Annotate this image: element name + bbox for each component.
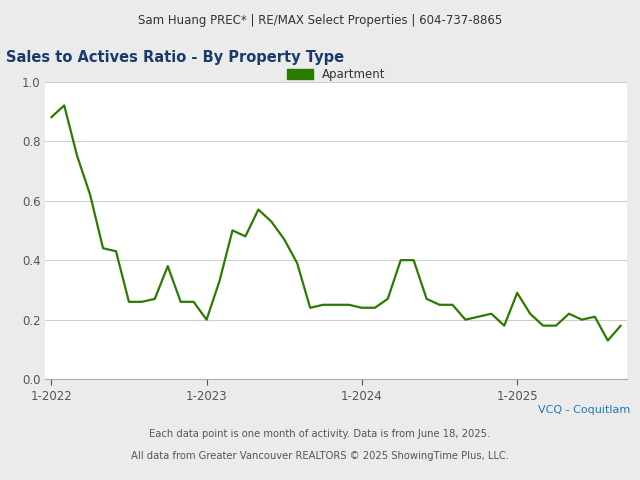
Legend: Apartment: Apartment [282, 64, 390, 86]
Text: Sales to Actives Ratio - By Property Type: Sales to Actives Ratio - By Property Typ… [6, 50, 344, 65]
Text: All data from Greater Vancouver REALTORS © 2025 ShowingTime Plus, LLC.: All data from Greater Vancouver REALTORS… [131, 451, 509, 461]
Text: VCQ - Coquitlam: VCQ - Coquitlam [538, 406, 630, 415]
Text: Each data point is one month of activity. Data is from June 18, 2025.: Each data point is one month of activity… [149, 430, 491, 439]
Text: Sam Huang PREC* | RE/MAX Select Properties | 604-737-8865: Sam Huang PREC* | RE/MAX Select Properti… [138, 14, 502, 27]
